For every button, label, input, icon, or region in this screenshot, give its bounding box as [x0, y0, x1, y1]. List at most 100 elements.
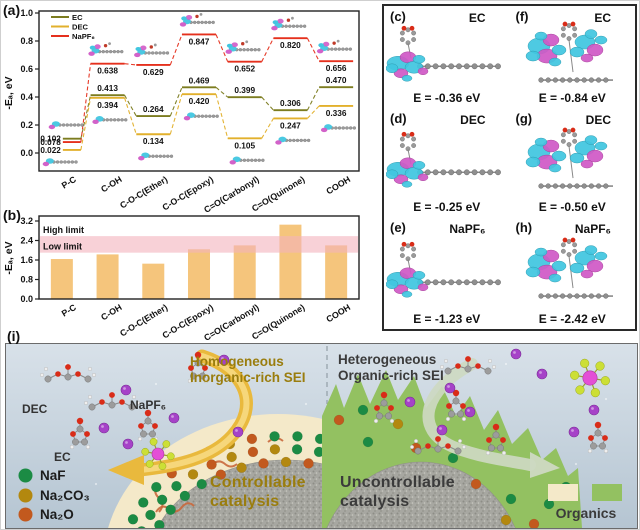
- panel-c: (c) EC E = -0.36 eV: [384, 6, 510, 108]
- svg-text:P-C: P-C: [60, 174, 79, 191]
- adsorption-energy: E = -2.42 eV: [538, 312, 606, 326]
- adsorption-energy: E = -0.25 eV: [413, 200, 481, 214]
- svg-text:0.629: 0.629: [143, 67, 164, 77]
- bar-P-C: [50, 259, 73, 299]
- svg-text:0.0: 0.0: [20, 294, 33, 304]
- svg-text:C-OH: C-OH: [99, 174, 123, 194]
- svg-text:0.394: 0.394: [97, 100, 118, 110]
- inorganic-sei-title: Homogeneous Inorganic-rich SEI: [190, 354, 306, 385]
- panel-e: (e) NaPF₆ E = -1.23 eV: [384, 217, 510, 329]
- series-EC: 0.102 0.413 0.264 0.469 0.399 0.306 0.470: [40, 75, 354, 144]
- svg-text:NaPF₆: NaPF₆: [72, 32, 95, 41]
- svg-text:0.8: 0.8: [20, 275, 33, 285]
- svg-text:0.105: 0.105: [234, 140, 255, 150]
- panel-d-label: (d): [390, 111, 407, 126]
- organic-sei-title: Heterogeneous Organic-rich SEI: [338, 352, 444, 383]
- charge-density-molecule: [385, 131, 501, 188]
- svg-text:0.0: 0.0: [20, 148, 33, 158]
- panel-f-label: (f): [515, 9, 529, 24]
- svg-text:EC: EC: [72, 13, 83, 22]
- plot-box: [38, 215, 360, 300]
- panel-h-label: (h): [515, 220, 533, 235]
- panel-c-label: (c): [390, 9, 406, 24]
- svg-text:High limit: High limit: [43, 225, 84, 235]
- svg-text:0.470: 0.470: [326, 75, 347, 85]
- naf-dot: [18, 468, 33, 483]
- svg-text:0.469: 0.469: [189, 75, 210, 85]
- svg-text:1.6: 1.6: [20, 255, 33, 265]
- panel-f: (f) EC E = -0.84 eV: [510, 6, 636, 108]
- molecule-name: EC: [594, 11, 611, 25]
- panel-d: (d) DEC E = -0.25 eV: [384, 108, 510, 217]
- svg-text:0.306: 0.306: [280, 98, 301, 108]
- uncontrollable-catalysis-text: Uncontrollable catalysis: [340, 474, 455, 510]
- panel-g-label: (g): [515, 111, 533, 126]
- panel-g: (g) DEC E = -0.50 eV: [510, 108, 636, 217]
- green-arrow: [422, 358, 560, 478]
- legend-item-na2o: Na₂O: [18, 507, 74, 522]
- svg-text:0.847: 0.847: [189, 36, 210, 46]
- svg-text:1.0: 1.0: [20, 8, 33, 18]
- limit-band: [40, 236, 358, 253]
- svg-text:0.8: 0.8: [20, 36, 33, 46]
- panel-cdh-box: (c) EC E = -0.36 eV (f) EC E = -0.84 eV …: [382, 4, 637, 331]
- legend-item-na2co3: Na₂CO₃: [18, 488, 90, 503]
- panel-h: (h) NaPF₆ E = -2.42 eV: [510, 217, 636, 329]
- bar-C-OH: [96, 254, 119, 299]
- charge-density-molecule: [526, 21, 614, 83]
- panel-b-label: (b): [3, 207, 21, 223]
- organics-label: Organics: [555, 505, 617, 521]
- svg-text:0.652: 0.652: [234, 64, 255, 74]
- charge-density-molecule: [385, 241, 501, 298]
- svg-text:0.336: 0.336: [326, 108, 347, 118]
- svg-text:0.820: 0.820: [280, 40, 301, 50]
- adsorption-energy: E = -0.84 eV: [538, 91, 606, 105]
- right-catalyst-particle: [326, 461, 516, 528]
- svg-text:COOH: COOH: [324, 174, 352, 196]
- dec-molecule-label: DEC: [22, 402, 48, 416]
- panel-a-label: (a): [3, 2, 21, 18]
- molecule-name: DEC: [460, 113, 486, 127]
- molecule-name: EC: [468, 11, 486, 25]
- svg-text:0.078: 0.078: [40, 138, 61, 147]
- inorganic-swatch: [548, 484, 578, 501]
- svg-text:0.264: 0.264: [143, 104, 164, 114]
- plot-box: [38, 10, 360, 172]
- svg-text:COOH: COOH: [324, 302, 352, 324]
- svg-text:0.134: 0.134: [143, 136, 164, 146]
- svg-text:-Eₐ, eV: -Eₐ, eV: [3, 241, 15, 274]
- svg-text:0.420: 0.420: [189, 96, 210, 106]
- bar-C-O-C(Ether): [142, 263, 165, 299]
- bar-C=O(Carbonyl): [233, 245, 256, 299]
- molecule-name: NaPF₆: [574, 222, 611, 236]
- bar-C=O(Quinone): [279, 224, 302, 299]
- series-NaPF₆: 0.078 0.638 0.629 0.847 0.652 0.820 0.656: [40, 33, 354, 147]
- svg-text:DEC: DEC: [72, 22, 89, 31]
- adsorption-energy: E = -1.23 eV: [413, 312, 481, 326]
- svg-text:0.638: 0.638: [97, 66, 118, 76]
- panel-a-chart: 0.0 0.2 0.4 0.6 0.8 1.0 -Eₐ, eV 0.102 0.413 0.264…: [3, 8, 360, 215]
- svg-text:2.4: 2.4: [20, 236, 33, 246]
- napf6-molecule-label: NaPF₆: [130, 398, 167, 412]
- svg-text:0.6: 0.6: [20, 64, 33, 74]
- panel-i-label: (i): [7, 328, 21, 344]
- svg-text:0.413: 0.413: [97, 83, 118, 93]
- charge-density-molecule: [526, 127, 614, 189]
- svg-text:3.2: 3.2: [20, 216, 33, 226]
- adsorption-energy: E = -0.50 eV: [538, 200, 606, 214]
- svg-text:Low limit: Low limit: [43, 242, 82, 252]
- legend-item-naf: NaF: [18, 468, 66, 483]
- svg-text:0.102: 0.102: [40, 135, 61, 144]
- adsorption-energy: E = -0.36 eV: [413, 91, 481, 105]
- sei-schematic: [6, 344, 637, 528]
- svg-text:C-OH: C-OH: [99, 302, 123, 322]
- gold-arrow: [108, 349, 253, 485]
- svg-text:P-C: P-C: [60, 302, 79, 319]
- na2o-dot: [18, 507, 33, 522]
- panel-e-label: (e): [390, 220, 406, 235]
- svg-text:0.247: 0.247: [280, 120, 301, 130]
- organic-swatch: [592, 484, 622, 501]
- svg-text:0.2: 0.2: [20, 120, 33, 130]
